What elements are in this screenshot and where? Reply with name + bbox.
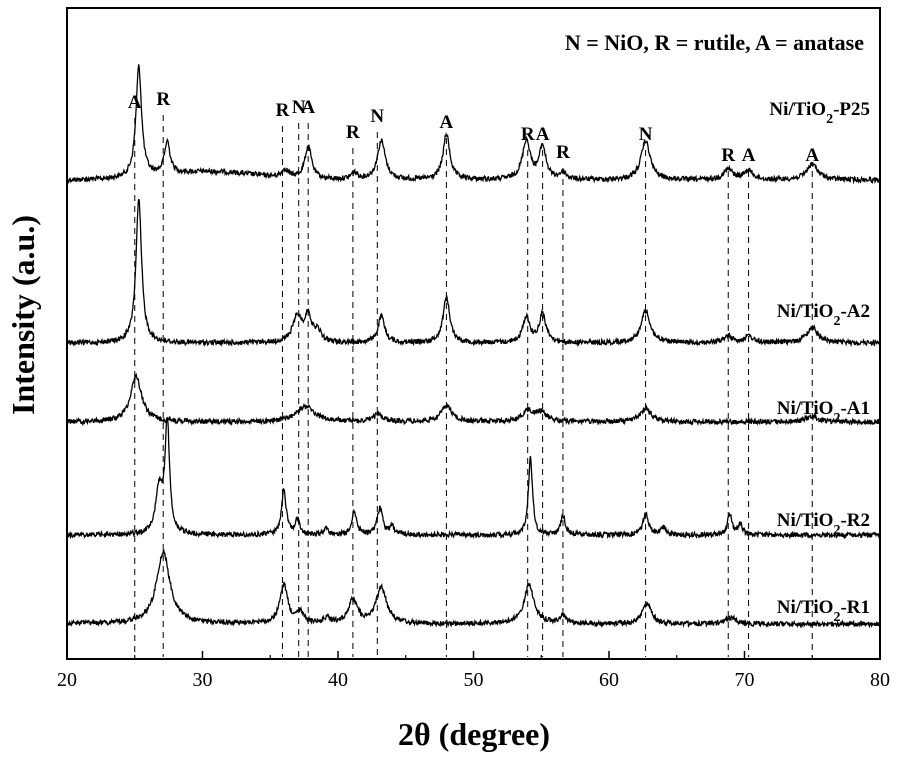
x-tick-label: 30: [193, 669, 213, 691]
series-label-subscript: 2: [826, 112, 833, 127]
peak-letter: N: [639, 124, 653, 145]
peak-letter: R: [276, 100, 290, 121]
series-label-main: Ni/TiO: [777, 597, 834, 618]
peak-letter: A: [536, 124, 550, 145]
plot-frame: [66, 7, 881, 660]
y-axis-title: Intensity (a.u.): [5, 215, 41, 415]
series-label: Ni/TiO2-P25: [769, 99, 870, 127]
series-label-subscript: 2: [833, 610, 840, 625]
series-labels: Ni/TiO2-P25Ni/TiO2-A2Ni/TiO2-A1Ni/TiO2-R…: [769, 99, 870, 625]
reference-lines: [134, 115, 813, 657]
series-label: Ni/TiO2-A2: [777, 301, 870, 329]
series-label-tail: -R2: [840, 510, 870, 531]
peak-letter: N: [292, 97, 306, 118]
series-line: [66, 416, 881, 540]
x-axis-ticks: 20 30 40 50 60 70 80: [57, 651, 890, 691]
peak-letter: R: [346, 122, 360, 143]
x-tick-label: 50: [464, 669, 484, 691]
series-label-tail: -R1: [840, 597, 870, 618]
series-line: [66, 372, 881, 427]
series-label-main: Ni/TiO: [777, 398, 834, 419]
x-axis-title: 2θ (degree): [398, 716, 550, 752]
series-label-tail: -P25: [833, 99, 870, 120]
x-tick-label: 60: [599, 669, 619, 691]
series-label: Ni/TiO2-R1: [777, 597, 870, 625]
peak-letter: A: [742, 145, 756, 166]
series-label-subscript: 2: [833, 411, 840, 426]
series-label-tail: -A1: [840, 398, 870, 419]
legend-text: N = NiO, R = rutile, A = anatase: [565, 30, 864, 55]
peak-letter: A: [128, 92, 142, 113]
series-label-subscript: 2: [833, 523, 840, 538]
peak-letter: A: [301, 97, 315, 118]
series-label: Ni/TiO2-R2: [777, 510, 870, 538]
series-label-main: Ni/TiO: [777, 301, 834, 322]
peak-letter: R: [521, 124, 535, 145]
series-label-subscript: 2: [833, 314, 840, 329]
x-tick-label: 80: [870, 669, 890, 691]
peak-letter: R: [556, 142, 570, 163]
series-label-main: Ni/TiO: [769, 99, 826, 120]
series-label: Ni/TiO2-A1: [777, 398, 870, 426]
series-label-tail: -A2: [840, 301, 870, 322]
peak-letter: A: [440, 112, 454, 133]
peak-letter: R: [156, 89, 170, 110]
series-line: [66, 64, 881, 185]
peak-letter: A: [805, 145, 819, 166]
x-tick-label: 40: [328, 669, 348, 691]
series-label-main: Ni/TiO: [777, 510, 834, 531]
x-tick-label: 20: [57, 669, 77, 691]
series-line: [66, 199, 881, 348]
series-curves: [66, 64, 881, 629]
x-tick-label: 70: [735, 669, 755, 691]
series-line: [66, 549, 881, 629]
peak-letter: R: [721, 145, 735, 166]
peak-letter: N: [370, 106, 384, 127]
